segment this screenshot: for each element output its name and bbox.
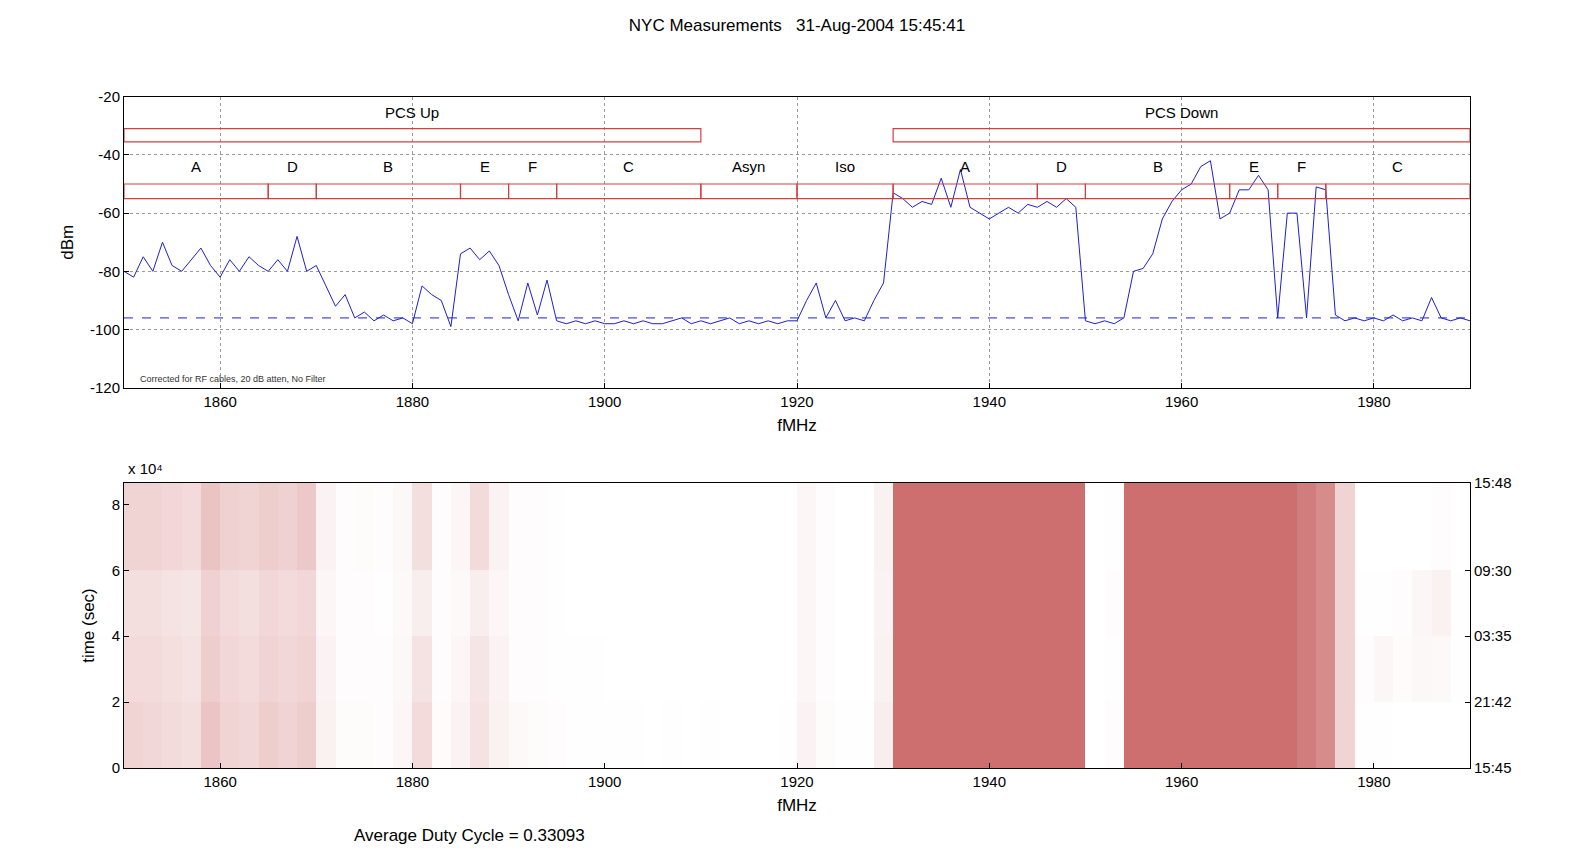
svg-text:1940: 1940 [973, 393, 1006, 410]
svg-text:dBm: dBm [58, 225, 77, 260]
svg-text:x 10⁴: x 10⁴ [128, 460, 163, 477]
svg-text:fMHz: fMHz [777, 416, 817, 435]
svg-text:1900: 1900 [588, 393, 621, 410]
svg-text:1980: 1980 [1357, 773, 1390, 790]
svg-text:NYC Measurements 31-Aug-2004: NYC Measurements 31-Aug-2004 15:45:41 [629, 16, 965, 35]
svg-text:15:45: 15:45 [1474, 759, 1512, 776]
svg-text:1860: 1860 [203, 393, 236, 410]
svg-text:Corrected for RF cables, 20 dB: Corrected for RF cables, 20 dB atten, No… [140, 374, 326, 384]
svg-text:8: 8 [112, 496, 120, 513]
svg-text:-40: -40 [98, 146, 120, 163]
svg-text:Iso: Iso [835, 158, 855, 175]
svg-text:D: D [1056, 158, 1067, 175]
svg-text:1900: 1900 [588, 773, 621, 790]
svg-text:-80: -80 [98, 263, 120, 280]
svg-text:1960: 1960 [1165, 773, 1198, 790]
svg-text:E: E [480, 158, 490, 175]
svg-text:1960: 1960 [1165, 393, 1198, 410]
svg-text:A: A [191, 158, 201, 175]
svg-text:time (sec): time (sec) [79, 588, 98, 663]
svg-text:1860: 1860 [203, 773, 236, 790]
svg-text:1880: 1880 [396, 393, 429, 410]
svg-text:6: 6 [112, 562, 120, 579]
svg-text:Average Duty Cycle = 0.33093: Average Duty Cycle = 0.33093 [354, 826, 585, 845]
svg-text:1980: 1980 [1357, 393, 1390, 410]
svg-text:F: F [528, 158, 537, 175]
svg-text:1920: 1920 [780, 393, 813, 410]
svg-text:Asyn: Asyn [732, 158, 765, 175]
svg-text:C: C [623, 158, 634, 175]
svg-text:21:42: 21:42 [1474, 693, 1512, 710]
svg-text:-120: -120 [90, 379, 120, 396]
svg-text:-60: -60 [98, 204, 120, 221]
svg-text:03:35: 03:35 [1474, 627, 1512, 644]
svg-text:D: D [287, 158, 298, 175]
svg-text:1880: 1880 [396, 773, 429, 790]
svg-text:PCS Down: PCS Down [1145, 104, 1218, 121]
svg-text:E: E [1249, 158, 1259, 175]
svg-text:-20: -20 [98, 88, 120, 105]
svg-text:fMHz: fMHz [777, 796, 817, 815]
svg-text:1920: 1920 [780, 773, 813, 790]
svg-text:09:30: 09:30 [1474, 562, 1512, 579]
svg-text:15:48: 15:48 [1474, 474, 1512, 491]
svg-text:0: 0 [112, 759, 120, 776]
svg-text:A: A [960, 158, 970, 175]
svg-text:F: F [1297, 158, 1306, 175]
svg-text:PCS Up: PCS Up [385, 104, 439, 121]
svg-text:-100: -100 [90, 321, 120, 338]
svg-text:B: B [1153, 158, 1163, 175]
svg-text:2: 2 [112, 693, 120, 710]
svg-text:1940: 1940 [973, 773, 1006, 790]
svg-text:B: B [383, 158, 393, 175]
svg-text:C: C [1392, 158, 1403, 175]
svg-text:4: 4 [112, 627, 120, 644]
